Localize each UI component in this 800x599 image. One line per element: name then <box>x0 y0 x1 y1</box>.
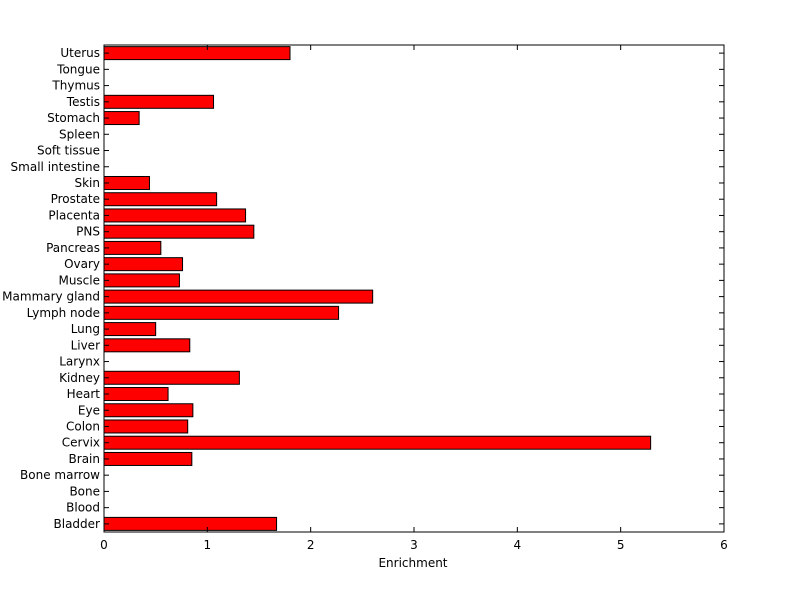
bar-testis <box>103 94 215 109</box>
bar-uterus <box>103 46 291 61</box>
x-tick-label-2: 2 <box>307 538 315 552</box>
category-label-lung: Lung <box>71 322 100 336</box>
category-label-bone-marrow: Bone marrow <box>20 468 100 482</box>
x-tick-label-6: 6 <box>720 538 728 552</box>
category-label-testis: Testis <box>66 95 100 109</box>
bar-muscle <box>103 273 180 288</box>
bar-bladder <box>103 516 278 531</box>
plot-frame <box>103 44 725 533</box>
category-label-prostate: Prostate <box>51 192 100 206</box>
bar-pancreas <box>103 240 162 255</box>
bar-stomach <box>103 111 140 126</box>
bar-pns <box>103 224 255 239</box>
category-label-spleen: Spleen <box>59 127 100 141</box>
bar-lung <box>103 322 157 337</box>
category-label-lymph-node: Lymph node <box>27 306 100 320</box>
bar-eye <box>103 403 194 418</box>
category-label-pns: PNS <box>76 225 100 239</box>
category-label-skin: Skin <box>74 176 100 190</box>
category-label-soft-tissue: Soft tissue <box>37 144 100 158</box>
plot-area <box>104 45 724 532</box>
category-label-placenta: Placenta <box>48 208 100 222</box>
category-label-liver: Liver <box>71 338 101 352</box>
category-label-stomach: Stomach <box>47 111 100 125</box>
bar-cervix <box>103 435 652 450</box>
x-tick-label-0: 0 <box>100 538 108 552</box>
category-label-uterus: Uterus <box>60 46 100 60</box>
y-ticks-group: Bladder Blood Bone Bone marrow Brain Cervix Co… <box>2 46 724 531</box>
category-label-heart: Heart <box>67 387 101 401</box>
bar-lymph-node <box>103 305 340 320</box>
bar-prostate <box>103 192 218 207</box>
category-label-muscle: Muscle <box>58 273 100 287</box>
bar-placenta <box>103 208 247 223</box>
category-label-brain: Brain <box>69 452 100 466</box>
category-label-pancreas: Pancreas <box>46 241 100 255</box>
bar-heart <box>103 387 169 402</box>
x-tick-label-5: 5 <box>617 538 625 552</box>
category-label-kidney: Kidney <box>59 371 100 385</box>
category-label-cervix: Cervix <box>62 436 100 450</box>
category-label-mammary-gland: Mammary gland <box>2 290 100 304</box>
category-label-bladder: Bladder <box>54 517 101 531</box>
bar-liver <box>103 338 191 353</box>
category-label-larynx: Larynx <box>59 355 100 369</box>
category-label-thymus: Thymus <box>51 79 100 93</box>
bar-skin <box>103 175 150 190</box>
category-label-blood: Blood <box>66 501 100 515</box>
category-label-bone: Bone <box>69 484 100 498</box>
x-tick-label-4: 4 <box>514 538 522 552</box>
category-label-ovary: Ovary <box>64 257 100 271</box>
bar-colon <box>103 419 189 434</box>
x-tick-label-3: 3 <box>410 538 418 552</box>
category-label-small-intestine: Small intestine <box>11 160 100 174</box>
category-label-eye: Eye <box>78 403 100 417</box>
category-label-colon: Colon <box>66 419 100 433</box>
x-tick-label-1: 1 <box>204 538 212 552</box>
bar-kidney <box>103 370 240 385</box>
x-ticks-group: 0 1 2 3 4 5 6 <box>100 45 728 552</box>
category-label-tongue: Tongue <box>56 62 100 76</box>
bar-brain <box>103 451 193 466</box>
x-axis-title: Enrichment <box>378 556 447 570</box>
bar-ovary <box>103 257 184 272</box>
bar-mammary-gland <box>103 289 374 304</box>
